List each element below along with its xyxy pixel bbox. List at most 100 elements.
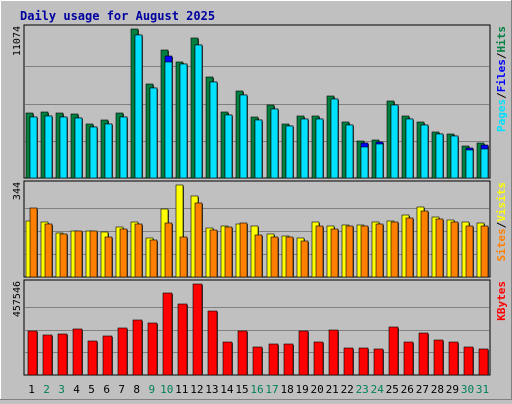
bar-sites-day-20 xyxy=(315,225,324,278)
bar-pages-day-5 xyxy=(89,126,98,179)
legend-separator: / xyxy=(495,52,508,59)
legend-separator: / xyxy=(495,221,508,228)
y-max-label: 457546 xyxy=(12,281,23,317)
bar-kbytes-day-20 xyxy=(313,341,324,376)
bar-pages-day-14 xyxy=(224,114,233,179)
x-tick-label-day-8: 8 xyxy=(133,383,140,396)
legend-visits: Visits xyxy=(495,182,508,222)
x-tick-label-day-24: 24 xyxy=(371,383,385,396)
bar-kbytes-day-31 xyxy=(478,348,489,376)
bar-pages-day-13 xyxy=(209,81,218,179)
bar-sites-day-12 xyxy=(194,202,203,278)
bar-kbytes-day-18 xyxy=(283,343,294,376)
x-tick-label-day-21: 21 xyxy=(326,383,339,396)
bar-pages-day-8 xyxy=(134,34,143,179)
bar-pages-day-2 xyxy=(44,115,53,179)
bar-sites-day-7 xyxy=(119,228,128,278)
x-tick-label-day-3: 3 xyxy=(58,383,65,396)
x-tick-label-day-6: 6 xyxy=(103,383,110,396)
bar-pages-day-10 xyxy=(164,61,173,179)
bar-sites-day-23 xyxy=(360,225,369,278)
legend-sites: Sites xyxy=(495,228,508,261)
x-tick-label-day-13: 13 xyxy=(205,383,218,396)
x-tick-label-day-16: 16 xyxy=(250,383,263,396)
x-tick-label-day-22: 22 xyxy=(341,383,354,396)
bar-sites-day-28 xyxy=(435,218,444,278)
bar-sites-day-6 xyxy=(104,236,113,278)
x-tick-label-day-1: 1 xyxy=(28,383,35,396)
bar-pages-day-28 xyxy=(435,133,444,179)
panel-visits-sites: 344 Sites/Visits xyxy=(12,180,508,278)
bar-kbytes-day-13 xyxy=(207,310,218,376)
x-tick-label-day-17: 17 xyxy=(265,383,278,396)
bar-kbytes-day-15 xyxy=(237,330,248,376)
bar-pages-day-23 xyxy=(360,146,369,179)
x-tick-label-day-7: 7 xyxy=(118,383,125,396)
x-tick-label-day-18: 18 xyxy=(280,383,293,396)
x-tick-label-day-5: 5 xyxy=(88,383,95,396)
bar-sites-day-10 xyxy=(164,222,173,278)
x-tick-label-day-20: 20 xyxy=(310,383,323,396)
bar-sites-day-15 xyxy=(239,222,248,278)
x-tick-label-day-25: 25 xyxy=(386,383,399,396)
x-tick-label-day-31: 31 xyxy=(476,383,489,396)
bar-kbytes-day-27 xyxy=(418,332,429,376)
bar-kbytes-day-21 xyxy=(328,329,339,376)
bar-sites-day-9 xyxy=(149,239,158,278)
x-tick-label-day-10: 10 xyxy=(160,383,173,396)
bar-sites-day-18 xyxy=(285,236,294,278)
bar-kbytes-day-8 xyxy=(132,319,143,376)
bar-kbytes-day-30 xyxy=(463,346,474,376)
bar-kbytes-day-7 xyxy=(117,327,128,376)
bar-sites-day-5 xyxy=(89,230,98,278)
bar-pages-day-15 xyxy=(239,94,248,179)
bar-sites-day-11 xyxy=(179,236,188,278)
bar-sites-day-29 xyxy=(450,221,459,278)
bar-kbytes-day-9 xyxy=(147,322,158,376)
bar-kbytes-day-29 xyxy=(448,341,459,376)
bar-kbytes-day-26 xyxy=(403,341,414,376)
bar-pages-day-24 xyxy=(375,143,384,179)
panel-legend: KBytes xyxy=(495,281,508,321)
bar-sites-day-21 xyxy=(330,228,339,278)
bar-kbytes-day-3 xyxy=(57,333,68,376)
bar-kbytes-day-2 xyxy=(42,334,53,376)
x-tick-label-day-14: 14 xyxy=(220,383,234,396)
bar-sites-day-8 xyxy=(134,223,143,278)
bar-pages-day-4 xyxy=(74,117,83,179)
x-tick-label-day-4: 4 xyxy=(73,383,80,396)
bar-kbytes-day-25 xyxy=(388,326,399,376)
x-tick-label-day-30: 30 xyxy=(461,383,474,396)
bar-kbytes-day-5 xyxy=(87,340,98,376)
x-tick-label-day-27: 27 xyxy=(416,383,429,396)
bar-pages-day-26 xyxy=(405,118,414,179)
legend-pages: Pages xyxy=(495,99,508,132)
y-max-label: 344 xyxy=(12,182,23,200)
bar-pages-day-18 xyxy=(285,125,294,179)
bar-sites-day-3 xyxy=(59,233,68,278)
bar-visits-day-11 xyxy=(175,184,184,278)
chart-title: Daily usage for August 2025 xyxy=(20,9,215,23)
x-tick-label-day-28: 28 xyxy=(431,383,444,396)
bar-kbytes-day-1 xyxy=(27,330,38,376)
legend-files: Files xyxy=(495,59,508,92)
x-tick-label-day-12: 12 xyxy=(190,383,203,396)
bar-pages-day-27 xyxy=(420,124,429,179)
bar-kbytes-day-16 xyxy=(252,346,263,376)
bar-pages-day-17 xyxy=(270,108,279,179)
bar-kbytes-day-19 xyxy=(298,330,309,376)
bar-kbytes-day-12 xyxy=(192,283,203,376)
bar-kbytes-day-10 xyxy=(162,292,173,376)
panel-kbytes: 457546 KBytes xyxy=(12,279,508,376)
bar-sites-day-25 xyxy=(390,221,399,278)
bar-sites-day-13 xyxy=(209,229,218,278)
bar-sites-day-27 xyxy=(420,210,429,278)
bar-sites-day-16 xyxy=(254,234,263,278)
bar-sites-day-14 xyxy=(224,226,233,278)
bar-sites-day-22 xyxy=(345,225,354,278)
bar-kbytes-day-11 xyxy=(177,303,188,376)
bar-pages-day-30 xyxy=(465,149,474,179)
bar-pages-day-29 xyxy=(450,135,459,179)
legend-kbytes: KBytes xyxy=(495,281,508,321)
